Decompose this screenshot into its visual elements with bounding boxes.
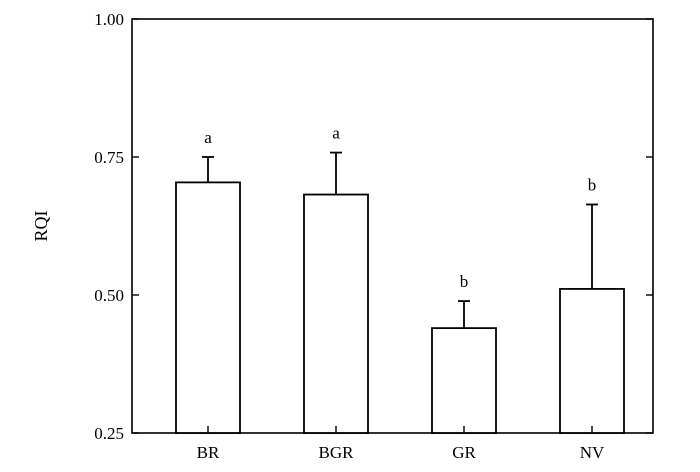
x-tick-label: GR	[452, 443, 476, 462]
y-tick-label: 1.00	[94, 10, 124, 29]
plot-frame	[131, 18, 654, 434]
bar-bgr	[303, 193, 369, 434]
bar-gr	[431, 327, 497, 434]
y-tick-label: 0.25	[94, 424, 124, 443]
bar-nv	[559, 288, 625, 434]
x-tick-label: NV	[580, 443, 605, 462]
bar-br	[175, 181, 241, 434]
x-axis: BR BGR GR NV	[197, 426, 605, 462]
significance-label: b	[460, 272, 469, 291]
y-tick-label: 0.75	[94, 148, 124, 167]
bars-group: a a b b	[175, 124, 625, 434]
x-tick-label: BR	[197, 443, 220, 462]
x-tick-label: BGR	[319, 443, 355, 462]
significance-label: a	[204, 128, 212, 147]
significance-label: a	[332, 124, 340, 143]
y-axis: 0.25 0.50 0.75 1.00	[94, 10, 653, 443]
y-axis-label: RQI	[31, 210, 51, 241]
y-tick-label: 0.50	[94, 286, 124, 305]
significance-label: b	[588, 175, 597, 194]
